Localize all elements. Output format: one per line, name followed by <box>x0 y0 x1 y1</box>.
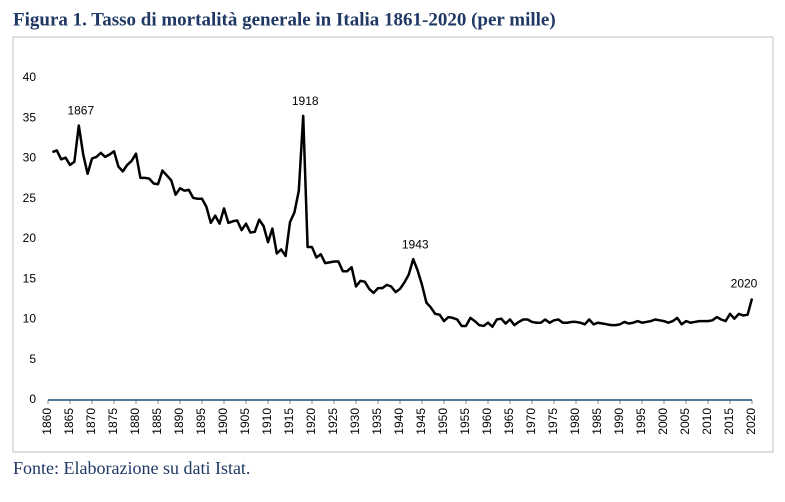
data-line <box>51 114 754 328</box>
x-tick-label: 2020 <box>744 408 758 435</box>
annotation: 1867 <box>67 104 94 118</box>
y-tick-label: 35 <box>23 110 37 124</box>
x-tick-label: 1975 <box>546 408 560 435</box>
y-tick-label: 0 <box>29 392 36 406</box>
annotation: 1918 <box>292 94 319 108</box>
x-tick-label: 2015 <box>722 408 736 435</box>
x-tick-label: 1890 <box>172 408 186 435</box>
x-tick-label: 1985 <box>590 408 604 435</box>
x-tick-label: 1930 <box>348 408 362 435</box>
source-note: Fonte: Elaborazione su dati Istat. <box>13 458 250 478</box>
y-tick-label: 25 <box>23 191 37 205</box>
x-tick-label: 1940 <box>392 408 406 435</box>
x-tick-label: 1935 <box>370 408 384 435</box>
annotation: 1943 <box>402 237 429 251</box>
y-tick-label: 40 <box>23 70 37 84</box>
x-tick-label: 1865 <box>62 408 76 435</box>
annotation: 2020 <box>731 277 758 291</box>
x-tick-label: 1950 <box>436 408 450 435</box>
y-tick-label: 20 <box>23 231 37 245</box>
x-tick-label: 1945 <box>414 408 428 435</box>
x-tick-label: 1910 <box>260 408 274 435</box>
x-tick-label: 2005 <box>678 408 692 435</box>
x-tick-label: 1905 <box>238 408 252 435</box>
x-tick-label: 1955 <box>458 408 472 435</box>
x-tick-label: 1895 <box>194 408 208 435</box>
y-tick-label: 5 <box>29 352 36 366</box>
x-tick-label: 2010 <box>700 408 714 435</box>
x-tick-label: 1880 <box>128 408 142 435</box>
x-tick-label: 1925 <box>326 408 340 435</box>
x-tick-label: 1915 <box>282 408 296 435</box>
chart-title: Figura 1. Tasso di mortalità generale in… <box>13 9 556 30</box>
x-tick-label: 1920 <box>304 408 318 435</box>
x-tick-label: 2000 <box>656 408 670 435</box>
x-tick-label: 1995 <box>634 408 648 435</box>
chart-frame <box>12 36 774 453</box>
x-tick-label: 1965 <box>502 408 516 435</box>
x-tick-label: 1980 <box>568 408 582 435</box>
x-tick-label: 1970 <box>524 408 538 435</box>
x-tick-label: 1885 <box>150 408 164 435</box>
y-tick-label: 10 <box>23 312 37 326</box>
x-tick-label: 1860 <box>40 408 54 435</box>
x-tick-label: 1990 <box>612 408 626 435</box>
x-tick-label: 1900 <box>216 408 230 435</box>
y-tick-label: 15 <box>23 271 37 285</box>
y-tick-label: 30 <box>23 151 37 165</box>
x-tick-label: 1875 <box>106 408 120 435</box>
x-tick-label: 1870 <box>84 408 98 435</box>
x-tick-label: 1960 <box>480 408 494 435</box>
